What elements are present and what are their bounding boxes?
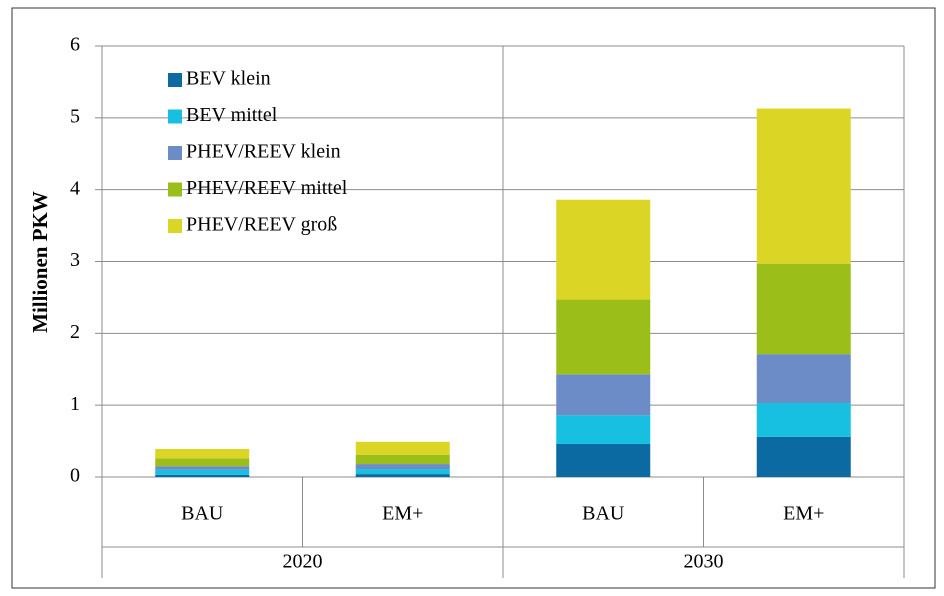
y-tick-label: 4 <box>70 177 80 199</box>
bar-segment <box>556 415 651 444</box>
x-tick-label: EM+ <box>382 503 423 525</box>
bar-segment <box>556 199 651 300</box>
x-tick-label: EM+ <box>783 503 824 525</box>
legend-label: PHEV/REEV mittel <box>186 177 348 199</box>
legend-swatch <box>168 182 182 197</box>
y-tick-label: 1 <box>70 393 80 415</box>
bar-segment <box>355 469 450 475</box>
legend-label: PHEV/REEV groß <box>186 214 337 236</box>
bar-segment <box>556 443 651 477</box>
bar-segment <box>355 474 450 477</box>
y-tick-label: 0 <box>70 465 80 487</box>
bar-segment <box>355 464 450 470</box>
bar-segment <box>155 469 250 475</box>
bar-segment <box>355 441 450 455</box>
group-label: 2020 <box>283 551 323 573</box>
bar-segment <box>355 454 450 465</box>
bar-segment <box>756 436 851 477</box>
bar-segment <box>756 108 851 264</box>
bar-segment <box>756 403 851 437</box>
x-tick-label: BAU <box>181 503 224 525</box>
bar-segment <box>556 374 651 416</box>
legend-swatch <box>168 109 182 124</box>
y-tick-label: 6 <box>70 34 80 56</box>
legend-swatch <box>168 219 182 233</box>
legend-swatch <box>168 73 182 87</box>
y-tick-label: 2 <box>70 321 80 343</box>
bar-segment <box>155 448 250 459</box>
bar-segment <box>155 466 250 470</box>
y-tick-label: 5 <box>70 105 80 127</box>
y-tick-label: 3 <box>70 249 80 271</box>
group-label: 2030 <box>684 551 724 573</box>
legend-swatch <box>168 146 182 160</box>
bar-segment <box>155 474 250 477</box>
bar-segment <box>756 354 851 404</box>
x-tick-label: BAU <box>582 503 625 525</box>
bar-segment <box>556 299 651 375</box>
legend-label: BEV klein <box>186 68 271 90</box>
legend-label: BEV mittel <box>186 104 278 126</box>
y-axis-label: Millionen PKW <box>28 191 52 333</box>
bar-segment <box>756 263 851 355</box>
legend-label: PHEV/REEV klein <box>186 141 341 163</box>
bar-segment <box>155 458 250 467</box>
